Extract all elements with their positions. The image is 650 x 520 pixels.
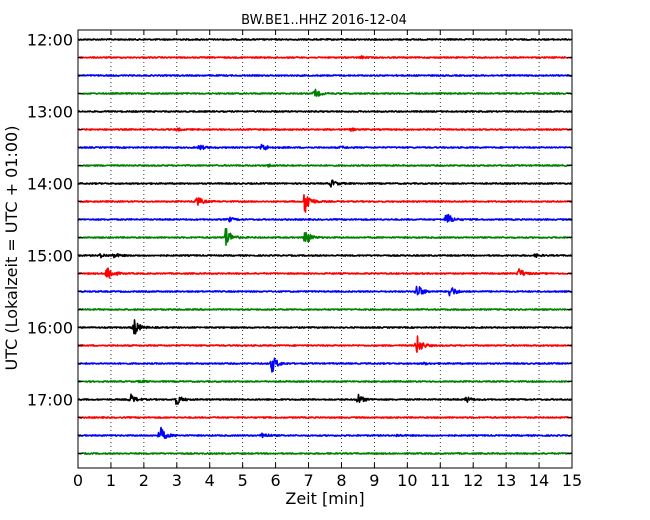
x-tick-label: 4 (205, 471, 215, 490)
x-tick-label: 9 (369, 471, 379, 490)
trace-line (77, 379, 573, 384)
x-tick-label: 0 (73, 471, 83, 490)
x-tick-label: 13 (496, 471, 516, 490)
x-tick-label: 1 (106, 471, 116, 490)
trace-line (77, 194, 573, 213)
x-tick-label: 3 (172, 471, 182, 490)
x-tick-label: 8 (336, 471, 346, 490)
trace-line (77, 127, 573, 132)
trace-line (77, 179, 573, 188)
y-tick-label: 16:00 (27, 319, 73, 338)
trace-line (77, 88, 573, 97)
x-tick-label: 10 (397, 471, 417, 490)
trace-line (77, 308, 573, 311)
trace-line (77, 452, 573, 455)
x-axis-label: Zeit [min] (285, 489, 364, 508)
seismic-traces (77, 38, 573, 455)
x-axis-ticks: 0 1 2 3 4 5 6 7 8 9 10 11 12 13 14 15 (73, 30, 582, 490)
trace-line (77, 426, 573, 440)
chart-title: BW.BE1..HHZ 2016-12-04 (241, 13, 407, 28)
x-tick-label: 2 (139, 471, 149, 490)
trace-line (77, 110, 573, 113)
x-tick-label: 14 (529, 471, 549, 490)
trace-line (77, 55, 573, 60)
trace-line (77, 38, 573, 41)
trace-line (77, 163, 573, 168)
x-tick-label: 5 (238, 471, 248, 490)
trace-line (77, 74, 573, 77)
x-tick-label: 11 (430, 471, 450, 490)
y-tick-label: 12:00 (27, 31, 73, 50)
y-tick-label: 15:00 (27, 247, 73, 266)
y-tick-label: 13:00 (27, 103, 73, 122)
trace-line (77, 416, 573, 419)
plot-frame (77, 29, 573, 469)
x-tick-label: 15 (562, 471, 582, 490)
y-axis-ticks: 12:00 13:00 14:00 15:00 16:00 17:00 (27, 31, 572, 454)
trace-line (77, 335, 573, 353)
y-tick-label: 14:00 (27, 175, 73, 194)
trace-line (77, 357, 573, 373)
y-axis-label: UTC (Lokalzeit = UTC + 01:00) (2, 126, 21, 371)
x-tick-label: 12 (463, 471, 483, 490)
x-tick-label: 6 (271, 471, 281, 490)
trace-line (77, 319, 573, 335)
trace-line (77, 143, 573, 151)
trace-line (77, 267, 573, 279)
trace-line (77, 285, 573, 297)
trace-line (77, 393, 573, 405)
x-tick-label: 7 (303, 471, 313, 490)
trace-line (77, 213, 573, 223)
trace-line (77, 253, 573, 259)
trace-line (77, 227, 573, 246)
y-tick-label: 17:00 (27, 391, 73, 410)
